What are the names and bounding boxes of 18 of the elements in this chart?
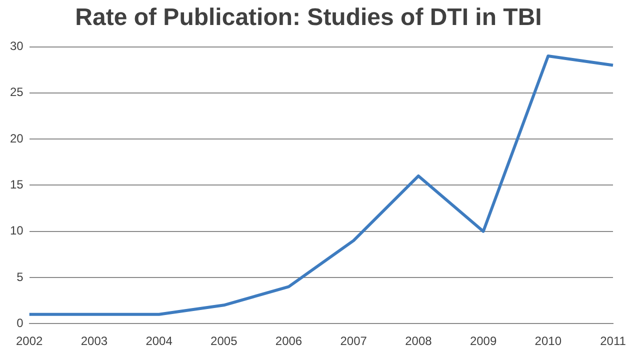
x-tick-label: 2010 xyxy=(534,334,562,348)
x-tick-label: 2008 xyxy=(405,334,432,348)
x-tick-label: 2004 xyxy=(146,334,173,348)
x-tick-label: 2005 xyxy=(210,334,238,348)
chart-title: Rate of Publication: Studies of DTI in TBI xyxy=(75,4,542,32)
x-tick-label: 2006 xyxy=(275,334,302,348)
y-tick-label: 25 xyxy=(10,85,24,100)
y-tick-label: 20 xyxy=(10,131,24,146)
y-tick-label: 10 xyxy=(10,224,24,238)
x-tick-label: 2007 xyxy=(340,334,368,348)
y-tick-label: 15 xyxy=(10,178,24,192)
x-tick-label: 2009 xyxy=(470,334,497,348)
y-tick-label: 5 xyxy=(16,270,24,284)
y-tick-label: 0 xyxy=(16,316,24,330)
x-tick-label: 2003 xyxy=(80,334,108,348)
x-tick-label: 2011 xyxy=(600,334,626,348)
x-tick-label: 2002 xyxy=(16,334,44,348)
y-tick-label: 30 xyxy=(10,39,24,54)
